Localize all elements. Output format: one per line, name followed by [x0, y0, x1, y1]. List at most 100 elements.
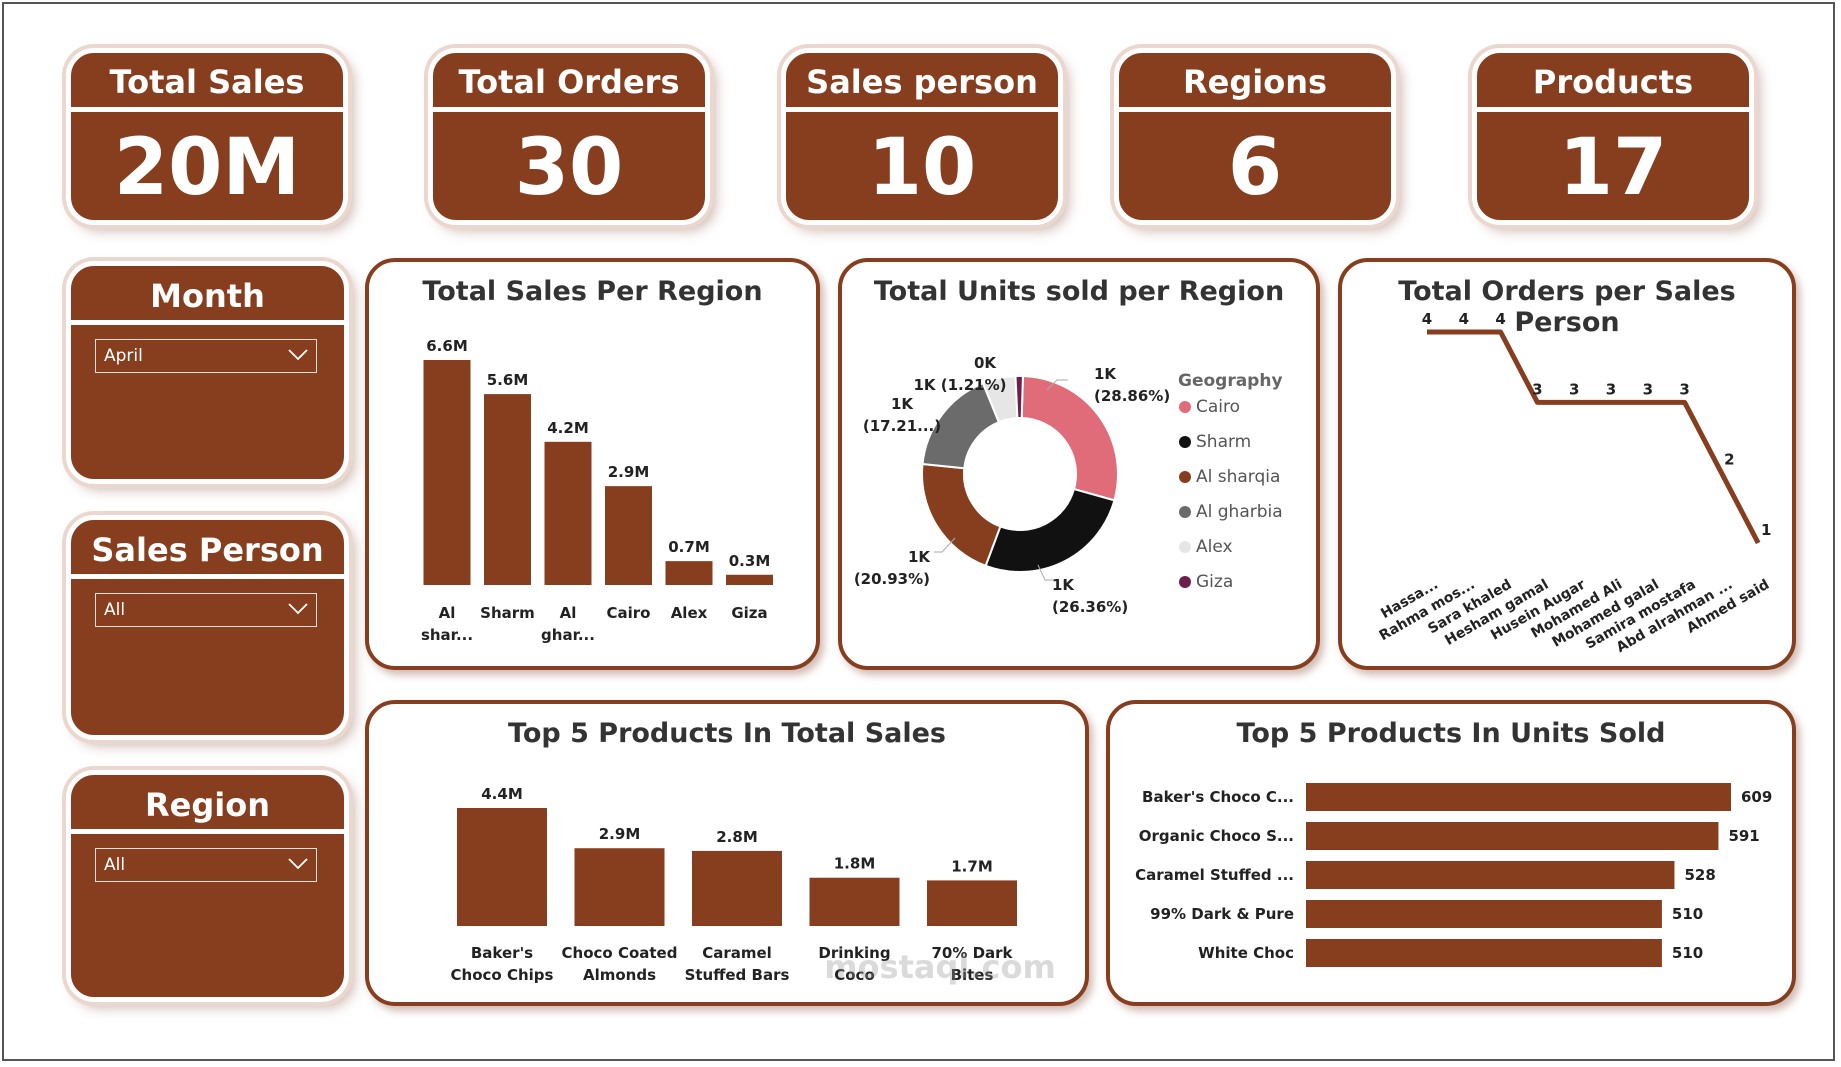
category-label: Choco Coated: [562, 944, 678, 962]
sales-person-dropdown[interactable]: All: [95, 593, 317, 627]
chart-title: Top 5 Products In Units Sold: [1236, 718, 1666, 749]
category-label: Alex: [671, 604, 708, 622]
data-label: 1.8M: [834, 855, 876, 873]
chart-title: Total Orders per Sales Person: [1398, 276, 1736, 338]
slice-label: (28.86%): [1094, 387, 1170, 405]
category-label: White Choc: [1198, 944, 1294, 962]
category-label: ghar...: [541, 626, 595, 644]
bar: [457, 808, 547, 926]
legend-entry: Sharm: [1196, 432, 1251, 452]
category-label: Bites: [951, 966, 994, 984]
sales-per-region-panel: Total Sales Per Region 6.6M Al shar... 5.6M…: [365, 258, 820, 670]
sales-person-slicer: Sales Person All: [66, 515, 349, 740]
data-label: 2.9M: [599, 825, 641, 843]
kpi-value: 10: [867, 123, 977, 213]
bar: [1306, 822, 1719, 850]
data-label: 5.6M: [487, 371, 529, 389]
category-label: Coco: [834, 966, 875, 984]
bar: [1306, 900, 1662, 928]
leader-line: [1037, 564, 1054, 581]
bar: [809, 877, 900, 926]
slice-label: 1K (1.21%): [913, 376, 1006, 394]
category-label: Caramel Stuffed ...: [1135, 866, 1294, 884]
data-label: 3: [1532, 380, 1542, 398]
data-label: 3: [1569, 380, 1579, 398]
category-label: 99% Dark & Pure: [1150, 905, 1294, 923]
bar: [692, 850, 782, 926]
series-line: [1427, 329, 1761, 545]
category-label: shar...: [421, 626, 473, 644]
orders-per-person-panel: Total Orders per Sales Person 4 4 4 3 3 3 3 3 2 1…: [1338, 258, 1796, 670]
kpi-total-orders: Total Orders 30: [428, 48, 710, 225]
kpi-sales-person: Sales person 10: [781, 48, 1063, 225]
data-label: 3: [1643, 380, 1653, 398]
legend-entry: Al gharbia: [1196, 502, 1283, 522]
leader-line: [1046, 379, 1068, 391]
sales-per-region-chart: 6.6M Al shar... 5.6M Sharm 4.2M Al ghar... 2.9M C…: [421, 337, 773, 644]
top5-sales-chart: 4.4M Baker's Choco Chips 2.9M Choco Coated Al…: [451, 785, 1017, 984]
legend-marker: [1179, 541, 1191, 553]
legend-marker: [1179, 436, 1191, 448]
data-label: 4: [1459, 310, 1469, 328]
bar: [484, 394, 531, 585]
legend-entry: Al sharqia: [1196, 467, 1280, 487]
donut-slice: [984, 487, 1116, 573]
slice-label: 1K: [891, 395, 914, 413]
month-dropdown[interactable]: April: [95, 339, 317, 373]
data-label: 591: [1728, 827, 1759, 845]
bar: [665, 561, 713, 585]
bar: [544, 441, 592, 585]
dropdown-value: All: [104, 600, 126, 620]
top5-sales-panel: Top 5 Products In Total Sales 4.4M Baker'…: [365, 700, 1089, 1006]
data-label: 4.2M: [547, 419, 589, 437]
data-label: 3: [1679, 380, 1689, 398]
region-dropdown[interactable]: All: [95, 848, 317, 882]
legend-title: Geography: [1178, 371, 1283, 391]
chevron-down-icon: [288, 603, 308, 615]
bar: [605, 486, 652, 585]
slice-label: (20.93%): [854, 570, 930, 588]
kpi-title: Total Orders: [433, 53, 705, 112]
chart-title: Top 5 Products In Total Sales: [507, 718, 946, 749]
data-label: 2.9M: [608, 463, 650, 481]
kpi-products: Products 17: [1472, 48, 1754, 225]
data-label: 510: [1672, 944, 1703, 962]
category-label: Giza: [731, 604, 767, 622]
leader-line: [934, 537, 956, 553]
bar: [1306, 861, 1675, 889]
region-slicer: Region All: [66, 770, 349, 1002]
slicer-title: Region: [71, 775, 344, 834]
kpi-title: Sales person: [786, 53, 1058, 112]
kpi-title: Products: [1477, 53, 1749, 112]
kpi-total-sales: Total Sales 20M: [66, 48, 348, 225]
watermark: mostaql.com: [824, 948, 1056, 986]
chart-title: Total Units sold per Region: [873, 276, 1285, 307]
data-label: 1: [1761, 521, 1771, 539]
bar: [1306, 939, 1662, 967]
bar: [927, 880, 1017, 926]
chart-title: Total Sales Per Region: [422, 276, 763, 307]
units-per-region-chart: 1K (28.86%) 1K (26.36%) 1K (20.93%) 1K (17.21..…: [854, 354, 1283, 616]
donut-slice: [921, 462, 1002, 568]
data-label: 3: [1606, 380, 1616, 398]
legend-marker: [1179, 471, 1191, 483]
data-label: 528: [1684, 866, 1715, 884]
data-label: 0.7M: [668, 538, 710, 556]
bar: [574, 848, 665, 926]
slice-label: 1K: [908, 548, 931, 566]
data-label: 510: [1672, 905, 1703, 923]
bar: [423, 360, 471, 585]
data-label: 609: [1741, 788, 1772, 806]
legend-marker: [1179, 506, 1191, 518]
category-label: Sharm: [480, 604, 535, 622]
data-label: 4.4M: [481, 785, 523, 803]
slice-label: 1K: [1052, 576, 1075, 594]
category-label: Cairo: [607, 604, 651, 622]
data-label: 0.3M: [729, 552, 771, 570]
kpi-title: Regions: [1119, 53, 1391, 112]
category-label: Baker's Choco C...: [1142, 788, 1294, 806]
donut-slice: [1020, 375, 1119, 502]
category-label: Almonds: [583, 966, 656, 984]
